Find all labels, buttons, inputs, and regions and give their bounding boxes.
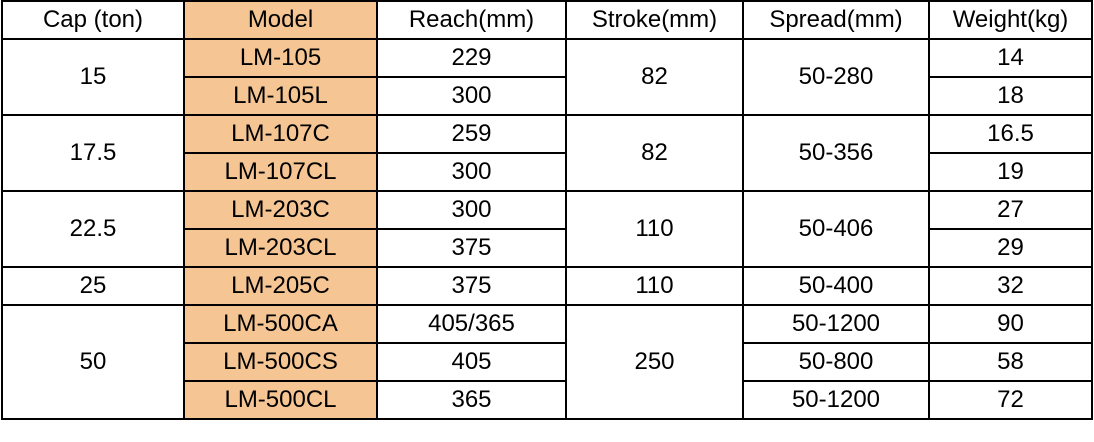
weight-cell: 27 [928,190,1093,230]
reach-cell: 300 [376,76,567,116]
table-row: LM-500CL 365 50-1200 72 [2,380,1093,420]
header-cell: Reach(mm) [376,0,567,40]
weight-cell: 58 [928,342,1093,382]
spread-cell: 50-356 [742,114,930,192]
stroke-cell: 82 [565,38,744,116]
reach-cell: 300 [376,152,567,192]
header-cell: Spread(mm) [742,0,930,40]
stroke-cell: 110 [565,266,744,306]
table-row: LM-107CL 300 19 [2,152,1093,192]
spread-cell: 50-800 [742,342,930,382]
reach-cell: 300 [376,190,567,230]
model-cell: LM-500CL [183,380,378,420]
header-cell: Weight(kg) [928,0,1093,40]
header-cell: Cap (ton) [1,0,185,40]
model-cell: LM-500CS [183,342,378,382]
model-cell: LM-203C [183,190,378,230]
model-cell: LM-500CA [183,304,378,344]
header-cell: Stroke(mm) [565,0,744,40]
table-row: 17.5 LM-107C 259 82 50-356 16.5 [1,114,1093,192]
table-row: LM-500CS 405 50-800 58 [2,342,1093,382]
table-body: 15 LM-105 229 82 50-280 14 LM-105L 300 18 17.5 LM-… [1,38,1093,420]
spec-table: Cap (ton) Model Reach(mm) Stroke(mm) Spread(… [1,0,1093,420]
model-cell: LM-105 [183,38,378,78]
weight-cell: 19 [928,152,1093,192]
reach-cell: 405/365 [376,304,567,344]
weight-cell: 29 [928,228,1093,268]
table-row: LM-203CL 375 29 [2,228,1093,268]
weight-cell: 18 [928,76,1093,116]
cap-cell: 50 [1,304,185,420]
reach-cell: 375 [376,228,567,268]
weight-cell: 16.5 [928,114,1093,154]
spread-cell: 50-406 [742,190,930,268]
stroke-cell: 250 [565,304,744,420]
spread-cell: 50-1200 [742,304,930,344]
weight-cell: 32 [928,266,1093,306]
weight-cell: 14 [928,38,1093,78]
cap-cell: 15 [1,38,185,116]
stroke-cell: 110 [565,190,744,268]
model-cell: LM-107CL [183,152,378,192]
spread-cell: 50-280 [742,38,930,116]
spread-cell: 50-1200 [742,380,930,420]
weight-cell: 90 [928,304,1093,344]
header-cell: Model [183,0,378,40]
cap-cell: 17.5 [1,114,185,192]
reach-cell: 365 [376,380,567,420]
cap-cell: 25 [1,266,185,306]
table-row: 50 LM-500CA 405/365 250 50-1200 90 [1,304,1093,420]
table-row: 15 LM-105 229 82 50-280 14 [1,38,1093,116]
model-cell: LM-203CL [183,228,378,268]
reach-cell: 405 [376,342,567,382]
weight-cell: 72 [928,380,1093,420]
reach-cell: 375 [376,266,567,306]
model-cell: LM-107C [183,114,378,154]
table-row: 25 LM-205C 375 110 50-400 32 [1,266,1093,306]
model-cell: LM-105L [183,76,378,116]
stroke-cell: 82 [565,114,744,192]
header-row: Cap (ton) Model Reach(mm) Stroke(mm) Spread(… [1,0,1093,40]
table-row: 22.5 LM-203C 300 110 50-406 27 [1,190,1093,268]
reach-cell: 259 [376,114,567,154]
cap-cell: 22.5 [1,190,185,268]
model-cell: LM-205C [183,266,378,306]
reach-cell: 229 [376,38,567,78]
spread-cell: 50-400 [742,266,930,306]
table-row: LM-105L 300 18 [2,76,1093,116]
